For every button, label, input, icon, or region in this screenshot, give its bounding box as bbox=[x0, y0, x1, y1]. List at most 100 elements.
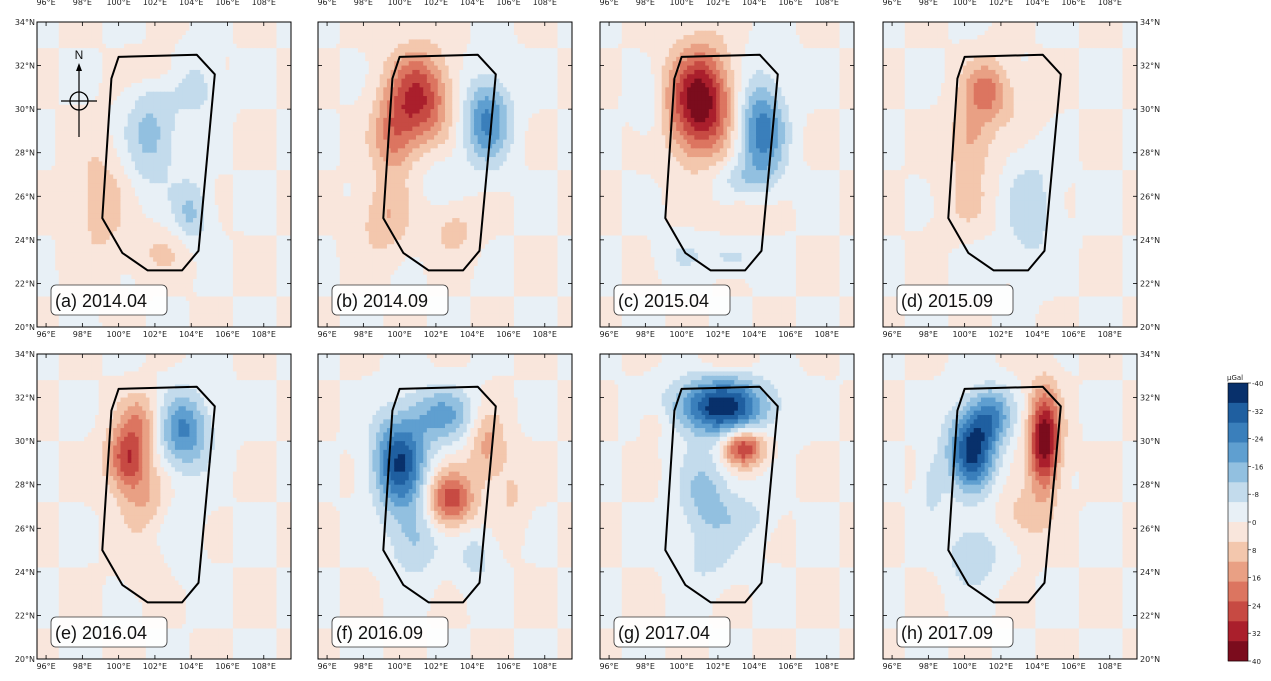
latitude-tick-label: 24°N bbox=[15, 236, 35, 245]
longitude-tick-label: 100°E bbox=[387, 330, 411, 339]
latitude-tick-label: 30°N bbox=[15, 437, 35, 446]
longitude-tick-label: 98°E bbox=[636, 662, 655, 671]
longitude-tick-label: 100°E bbox=[669, 330, 693, 339]
longitude-tick-label: 96°E bbox=[317, 0, 336, 7]
longitude-tick-label: 98°E bbox=[73, 0, 92, 7]
region-boundary-outline bbox=[101, 385, 216, 604]
map-frame bbox=[599, 353, 855, 660]
longitude-tick-label: 102°E bbox=[706, 662, 730, 671]
longitude-tick-label: 106°E bbox=[215, 662, 239, 671]
colorbar-swatch bbox=[1228, 621, 1248, 642]
panel-date-label: (a) 2014.04 bbox=[55, 291, 147, 311]
longitude-tick-label: 96°E bbox=[599, 0, 618, 7]
map-panel: 96°E 96°E 98°E 98°E 100°E 100°E 102°E 102°E 104°… bbox=[15, 0, 292, 339]
panel-label-box bbox=[613, 616, 731, 648]
latitude-tick-label: 20°N bbox=[15, 323, 35, 332]
latitude-tick-label: 32°N bbox=[15, 62, 35, 71]
gravity-field bbox=[37, 354, 291, 659]
colorbar-tick-label: 0 bbox=[1252, 519, 1256, 527]
longitude-tick-label: 102°E bbox=[989, 0, 1013, 7]
latitude-tick-label: 22°N bbox=[1140, 611, 1160, 620]
panel-label-box bbox=[50, 284, 168, 316]
longitude-tick-label: 98°E bbox=[73, 330, 92, 339]
colorbar-swatch bbox=[1228, 541, 1248, 563]
longitude-tick-label: 104°E bbox=[179, 662, 203, 671]
longitude-tick-label: 106°E bbox=[215, 0, 239, 7]
longitude-tick-label: 104°E bbox=[1025, 0, 1049, 7]
longitude-tick-label: 98°E bbox=[354, 330, 373, 339]
colorbar-swatch bbox=[1228, 462, 1248, 483]
map-frame bbox=[317, 353, 573, 660]
panel-date-label: (c) 2015.04 bbox=[618, 291, 709, 311]
longitude-tick-label: 96°E bbox=[882, 662, 901, 671]
colorbar-swatch bbox=[1228, 383, 1248, 404]
longitude-tick-label: 102°E bbox=[989, 662, 1013, 671]
longitude-tick-label: 102°E bbox=[424, 662, 448, 671]
longitude-tick-label: 106°E bbox=[778, 0, 802, 7]
latitude-tick-label: 32°N bbox=[1140, 394, 1160, 403]
panel-date-label: (g) 2017.04 bbox=[618, 623, 710, 643]
longitude-tick-label: 106°E bbox=[1061, 0, 1085, 7]
longitude-tick-label: 104°E bbox=[742, 662, 766, 671]
colorbar-tick-label: 40 bbox=[1252, 658, 1261, 666]
longitude-tick-label: 108°E bbox=[533, 0, 557, 7]
map-panel: 96°E 98°E 100°E 102°E 104°E 106°E 108°E 34°N 32°… bbox=[15, 350, 292, 671]
longitude-tick-label: 108°E bbox=[815, 0, 839, 7]
longitude-tick-label: 100°E bbox=[387, 662, 411, 671]
colorbar-tick-label: -40 bbox=[1252, 380, 1263, 388]
map-frame bbox=[317, 21, 573, 328]
latitude-tick-label: 20°N bbox=[1140, 323, 1160, 332]
longitude-tick-label: 102°E bbox=[143, 330, 167, 339]
latitude-tick-label: 24°N bbox=[1140, 568, 1160, 577]
latitude-tick-label: 28°N bbox=[1140, 149, 1160, 158]
longitude-tick-label: 100°E bbox=[669, 662, 693, 671]
longitude-tick-label: 104°E bbox=[1025, 330, 1049, 339]
longitude-tick-label: 96°E bbox=[317, 662, 336, 671]
latitude-tick-label: 22°N bbox=[15, 279, 35, 288]
colorbar-tick-label: -16 bbox=[1252, 463, 1264, 471]
region-boundary-outline bbox=[947, 385, 1062, 604]
longitude-tick-label: 104°E bbox=[179, 0, 203, 7]
gravity-field bbox=[600, 22, 854, 327]
latitude-tick-label: 20°N bbox=[15, 655, 35, 664]
gravity-field bbox=[37, 22, 291, 327]
latitude-tick-label: 26°N bbox=[1140, 192, 1160, 201]
longitude-tick-label: 106°E bbox=[496, 0, 520, 7]
latitude-tick-label: 24°N bbox=[15, 568, 35, 577]
longitude-tick-label: 108°E bbox=[252, 330, 276, 339]
longitude-tick-label: 96°E bbox=[36, 330, 55, 339]
latitude-tick-label: 24°N bbox=[1140, 236, 1160, 245]
longitude-tick-label: 106°E bbox=[1061, 330, 1085, 339]
longitude-tick-label: 108°E bbox=[1098, 0, 1122, 7]
panel-date-label: (b) 2014.09 bbox=[336, 291, 428, 311]
colorbar-swatch bbox=[1228, 502, 1248, 523]
colorbar-tick-label: -32 bbox=[1252, 408, 1263, 416]
latitude-tick-label: 26°N bbox=[1140, 524, 1160, 533]
longitude-tick-label: 100°E bbox=[387, 0, 411, 7]
longitude-tick-label: 96°E bbox=[882, 330, 901, 339]
longitude-tick-label: 104°E bbox=[742, 330, 766, 339]
colorbar-tick-label: 24 bbox=[1252, 602, 1261, 610]
longitude-tick-label: 100°E bbox=[952, 662, 976, 671]
longitude-tick-label: 108°E bbox=[1098, 662, 1122, 671]
longitude-tick-label: 96°E bbox=[36, 0, 55, 7]
colorbar-tick-label: -8 bbox=[1252, 491, 1259, 499]
gravity-field bbox=[600, 354, 854, 659]
panel-label-box bbox=[613, 284, 731, 316]
longitude-tick-label: 106°E bbox=[778, 662, 802, 671]
region-boundary-outline bbox=[382, 385, 497, 604]
longitude-tick-label: 98°E bbox=[919, 662, 938, 671]
colorbar-tick-label: 8 bbox=[1252, 547, 1256, 555]
longitude-tick-label: 108°E bbox=[252, 662, 276, 671]
latitude-tick-label: 22°N bbox=[15, 611, 35, 620]
map-panel: 96°E 98°E 100°E 102°E 104°E 106°E 108°E (f) 201… bbox=[317, 353, 573, 671]
colorbar-swatch bbox=[1228, 581, 1248, 602]
longitude-tick-label: 98°E bbox=[919, 330, 938, 339]
longitude-tick-label: 108°E bbox=[252, 0, 276, 7]
longitude-tick-label: 102°E bbox=[706, 330, 730, 339]
latitude-tick-label: 26°N bbox=[15, 192, 35, 201]
colorbar-tick-label: 32 bbox=[1252, 630, 1261, 638]
colorbar-swatch bbox=[1228, 601, 1248, 622]
latitude-tick-label: 30°N bbox=[15, 105, 35, 114]
region-boundary-outline bbox=[947, 53, 1062, 272]
